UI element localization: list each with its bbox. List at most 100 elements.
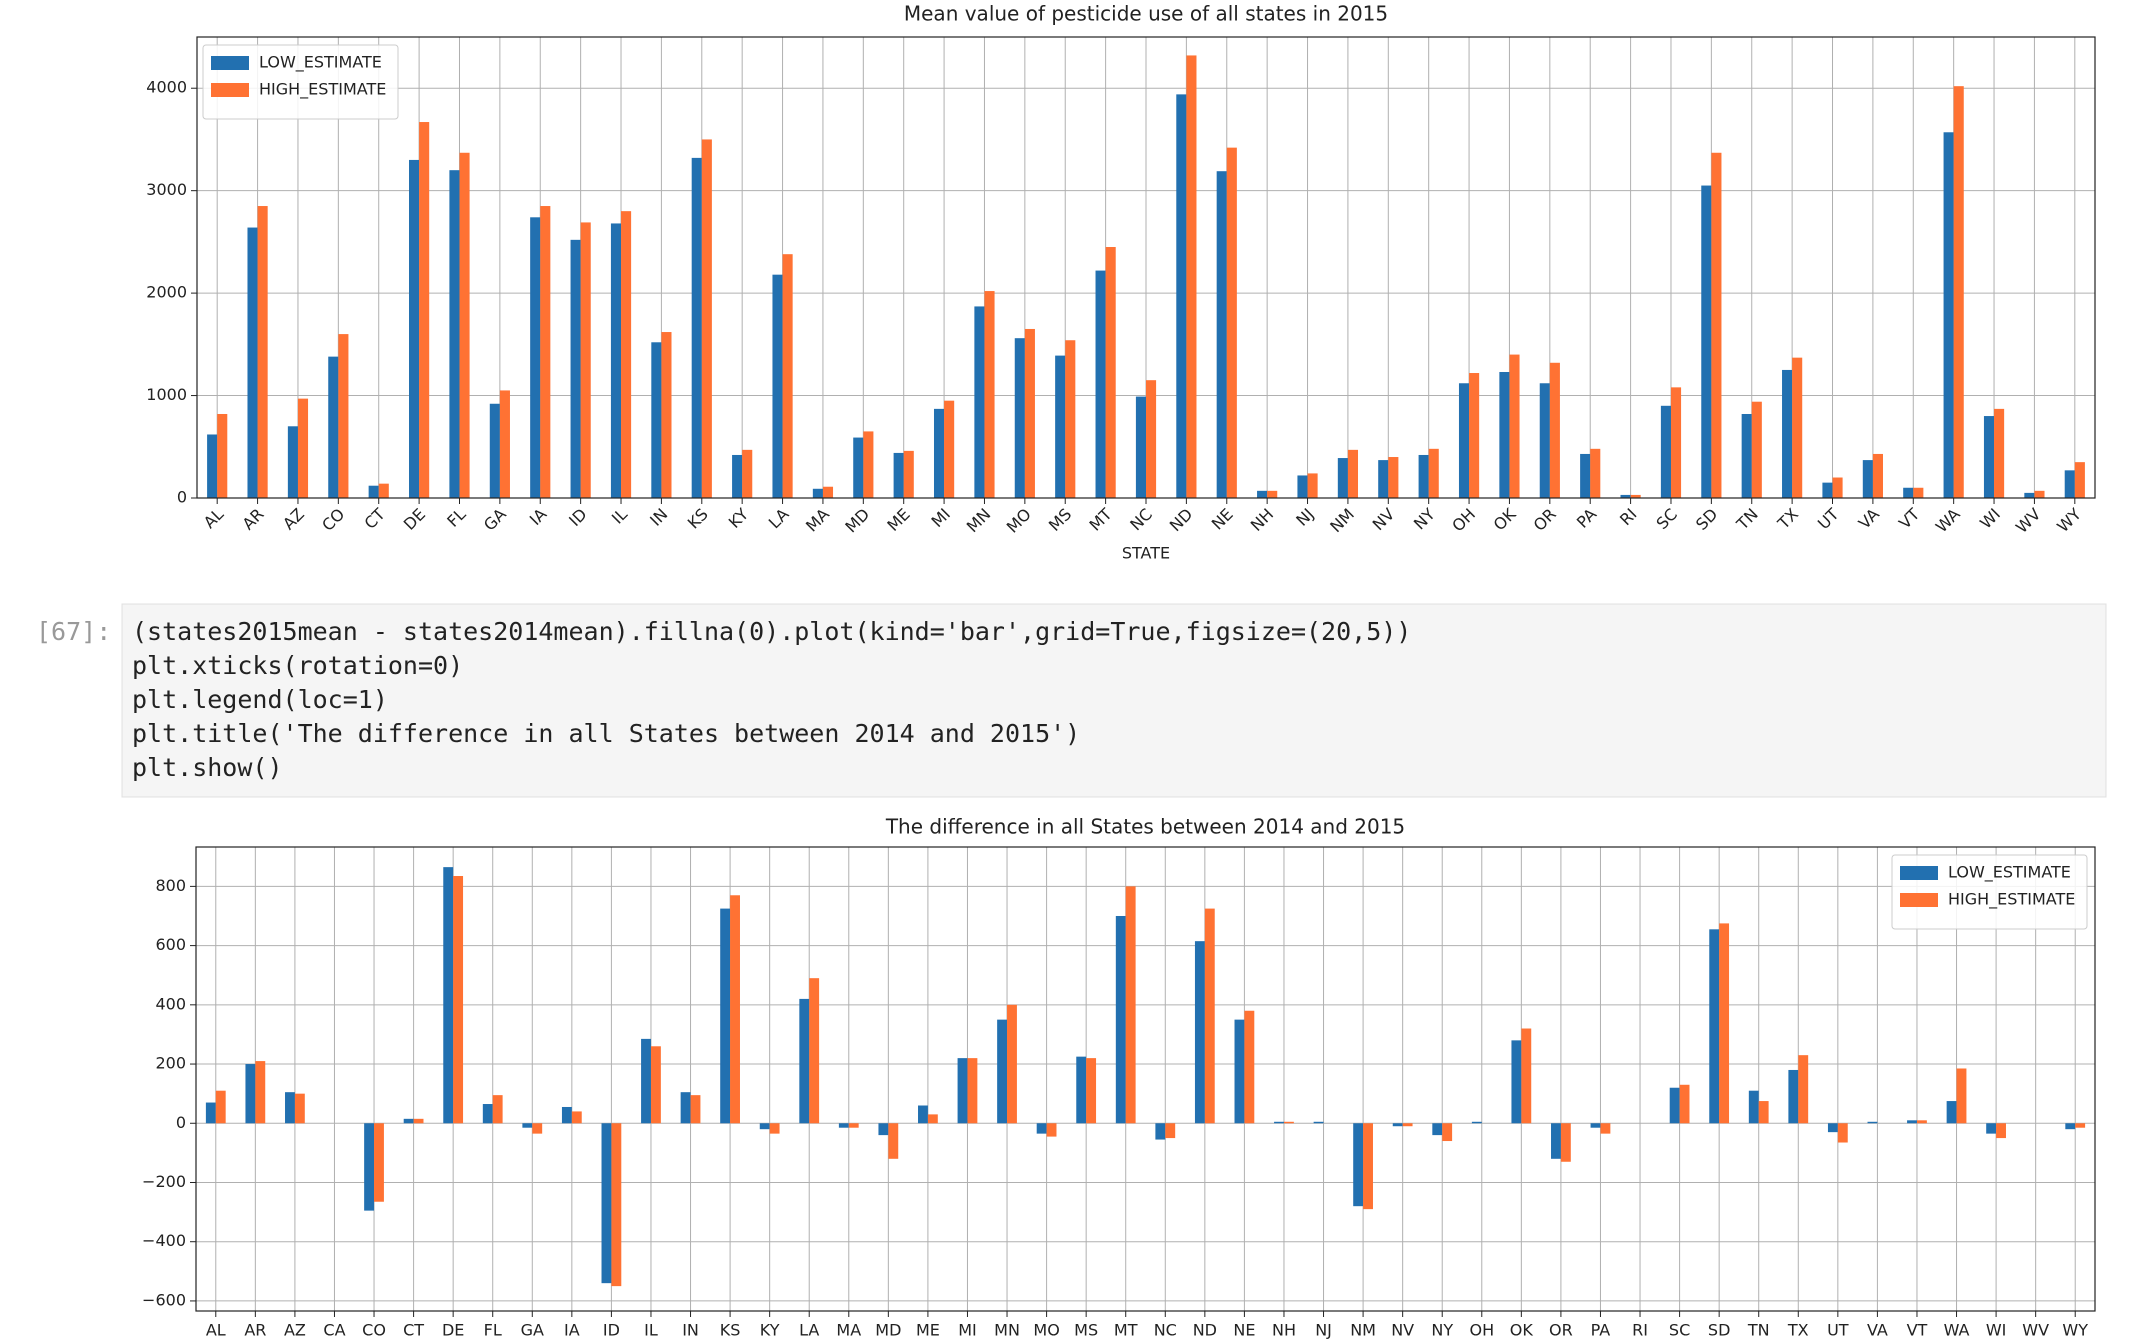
bar (809, 978, 820, 1124)
bar (1024, 328, 1035, 498)
y-tick-label: 600 (155, 935, 186, 954)
bar (1297, 475, 1308, 498)
y-tick-label: 0 (176, 1113, 186, 1132)
bar (1907, 1120, 1917, 1124)
code-line: plt.title('The difference in all States … (132, 719, 1080, 748)
bar (769, 1123, 780, 1134)
x-tick-label: CT (360, 504, 388, 532)
bar (1630, 494, 1641, 498)
x-tick-label: CT (403, 1321, 424, 1340)
x-tick-label: NE (1208, 505, 1237, 534)
bar (1903, 487, 1914, 498)
y-tick-label: −400 (142, 1231, 186, 1250)
bar (1827, 1123, 1838, 1133)
x-tick-label: AR (244, 1321, 266, 1340)
x-tick-label: MS (1074, 1321, 1098, 1340)
bar (2034, 490, 2045, 498)
code-line: plt.legend(loc=1) (132, 685, 388, 714)
bar (1176, 94, 1187, 498)
bar (1267, 490, 1278, 498)
x-tick-label: AR (239, 505, 268, 534)
x-tick-label: NM (1326, 505, 1358, 537)
y-tick-label: 400 (155, 994, 186, 1013)
chart-title: The difference in all States between 201… (885, 815, 1405, 839)
x-tick-label: AL (200, 505, 228, 533)
x-tick-label: MA (802, 505, 833, 536)
bar (1953, 86, 1964, 498)
bar (610, 223, 622, 498)
x-tick-label: ND (1193, 1321, 1217, 1340)
x-tick-label: OR (1549, 1321, 1573, 1340)
bar (287, 426, 298, 498)
bar (482, 1104, 493, 1124)
x-tick-label: KS (684, 505, 712, 533)
bar (1837, 1123, 1848, 1143)
bar (888, 1123, 899, 1159)
x-tick-label: SC (1652, 505, 1681, 534)
bar (2064, 470, 2075, 498)
x-tick-label: WV (2022, 1321, 2049, 1340)
bar (1086, 1058, 1097, 1124)
bar (782, 254, 793, 498)
x-tick-label: MN (994, 1321, 1020, 1340)
bar (1701, 185, 1712, 499)
bar (413, 1118, 424, 1124)
bar (499, 390, 510, 498)
x-tick-label: VA (1867, 1321, 1888, 1340)
bar (853, 437, 864, 498)
x-tick-label: TX (1773, 505, 1802, 534)
bar (1983, 416, 1995, 498)
x-tick-label: MT (1086, 504, 1116, 534)
bar (822, 486, 834, 498)
bar (1165, 1123, 1176, 1139)
x-tick-label: CO (318, 505, 348, 535)
bar (1402, 1123, 1413, 1127)
x-tick-label: ID (565, 505, 590, 530)
x-tick-label: SC (1669, 1321, 1690, 1340)
bar (561, 1106, 572, 1124)
bar (918, 1105, 928, 1124)
bar (927, 1114, 938, 1124)
x-tick-label: OH (1469, 1321, 1494, 1340)
bar (1337, 458, 1348, 498)
bar (1996, 1123, 2006, 1139)
bar (1511, 1040, 1522, 1124)
bar (1313, 1121, 1324, 1124)
bar (1669, 1087, 1680, 1124)
bar (1428, 448, 1439, 498)
x-tick-label: IA (564, 1321, 580, 1340)
x-tick-label: IN (682, 1321, 699, 1340)
y-tick-label: 3000 (146, 180, 187, 199)
bar (1832, 477, 1843, 498)
bar (449, 170, 460, 498)
bar (2065, 1123, 2076, 1130)
bar (1521, 1028, 1532, 1124)
bar (1283, 1121, 1294, 1124)
bar (1946, 1101, 1957, 1124)
legend-label: HIGH_ESTIMATE (1948, 890, 2075, 910)
bar (1135, 396, 1146, 498)
x-tick-label: ME (883, 505, 913, 535)
bar (368, 485, 379, 498)
bar (1670, 387, 1682, 498)
x-tick-label: TN (1732, 505, 1762, 535)
bar (492, 1095, 503, 1124)
bar (374, 1123, 384, 1202)
bar (459, 152, 470, 499)
bar (1916, 1120, 1927, 1124)
cell-prompt: [67]: (36, 617, 111, 646)
legend-label: HIGH_ESTIMATE (259, 80, 386, 100)
x-tick-label: MI (928, 505, 955, 532)
bar (759, 1123, 770, 1130)
bar (863, 431, 874, 498)
bar (1788, 1069, 1799, 1124)
bar (1600, 1123, 1611, 1134)
x-tick-label: TX (1787, 1321, 1809, 1340)
bar (1388, 457, 1399, 498)
bar (1798, 1055, 1809, 1124)
bar (691, 157, 702, 498)
legend-box (1891, 854, 2088, 930)
code-line: (states2015mean - states2014mean).fillna… (132, 617, 1411, 646)
x-tick-label: MN (963, 505, 995, 537)
bar (944, 400, 955, 498)
